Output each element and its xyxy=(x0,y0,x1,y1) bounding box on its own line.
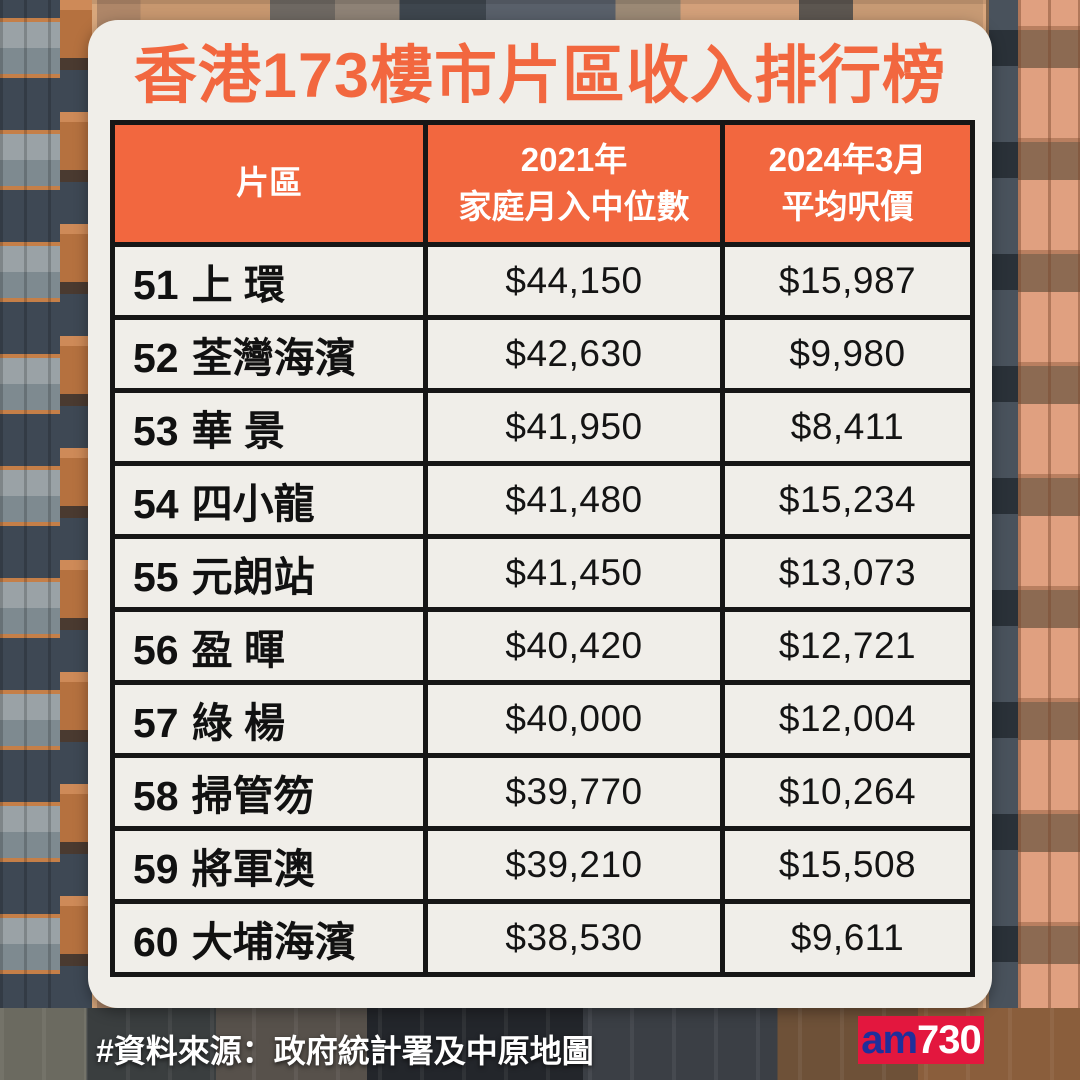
income-cell: $42,630 xyxy=(423,315,725,393)
district-name: 上 環 xyxy=(191,262,286,308)
table-row: 58 掃管笏 $39,770 $10,264 xyxy=(110,753,975,831)
table-row: 53 華 景 $41,950 $8,411 xyxy=(110,388,975,466)
income-cell: $39,770 xyxy=(423,753,725,831)
district-name: 荃灣海濱 xyxy=(191,335,356,381)
am730-logo: am 730 xyxy=(858,1016,984,1064)
district-cell: 55 元朗站 xyxy=(110,534,428,612)
table-row: 56 盈 暉 $40,420 $12,721 xyxy=(110,607,975,685)
price-cell: $15,234 xyxy=(720,461,975,539)
price-cell: $12,721 xyxy=(720,607,975,685)
table-row: 59 將軍澳 $39,210 $15,508 xyxy=(110,826,975,904)
income-cell: $38,530 xyxy=(423,899,725,977)
header-line: 片區 xyxy=(236,164,302,202)
district-cell: 58 掃管笏 xyxy=(110,753,428,831)
rank-number: 58 xyxy=(133,773,179,819)
building-right xyxy=(1018,0,1080,1080)
table-row: 54 四小龍 $41,480 $15,234 xyxy=(110,461,975,539)
district-name: 盈 暉 xyxy=(191,627,286,673)
district-cell: 56 盈 暉 xyxy=(110,607,428,685)
price-cell: $15,987 xyxy=(720,242,975,320)
income-cell: $41,950 xyxy=(423,388,725,466)
rank-number: 53 xyxy=(133,408,179,454)
building-left-balconies xyxy=(60,0,92,1080)
rank-number: 60 xyxy=(133,919,179,965)
price-cell: $15,508 xyxy=(720,826,975,904)
infographic-card: 香港173樓市片區收入排行榜 片區 2021年 家庭月入中位數 2024年3月 … xyxy=(88,20,992,1008)
col-header-income: 2021年 家庭月入中位數 xyxy=(423,120,725,247)
table-row: 51 上 環 $44,150 $15,987 xyxy=(110,242,975,320)
district-cell: 53 華 景 xyxy=(110,388,428,466)
price-cell: $12,004 xyxy=(720,680,975,758)
district-name: 將軍澳 xyxy=(191,846,315,892)
district-name: 大埔海濱 xyxy=(191,919,356,965)
table-row: 57 綠 楊 $40,000 $12,004 xyxy=(110,680,975,758)
rank-number: 59 xyxy=(133,846,179,892)
rank-number: 52 xyxy=(133,335,179,381)
header-line: 2021年 xyxy=(520,141,628,179)
income-cell: $41,450 xyxy=(423,534,725,612)
price-cell: $13,073 xyxy=(720,534,975,612)
table-row: 60 大埔海濱 $38,530 $9,611 xyxy=(110,899,975,977)
price-cell: $9,611 xyxy=(720,899,975,977)
table-row: 52 荃灣海濱 $42,630 $9,980 xyxy=(110,315,975,393)
header-line: 2024年3月 xyxy=(768,141,927,179)
rank-number: 54 xyxy=(133,481,179,527)
rank-number: 51 xyxy=(133,262,179,308)
page-title: 香港173樓市片區收入排行榜 xyxy=(133,40,947,111)
price-cell: $10,264 xyxy=(720,753,975,831)
district-cell: 57 綠 楊 xyxy=(110,680,428,758)
price-cell: $9,980 xyxy=(720,315,975,393)
ranking-table: 片區 2021年 家庭月入中位數 2024年3月 平均呎價 51 上 環 $44,… xyxy=(110,120,975,977)
district-cell: 54 四小龍 xyxy=(110,461,428,539)
district-cell: 51 上 環 xyxy=(110,242,428,320)
district-name: 四小龍 xyxy=(191,481,315,527)
col-header-price: 2024年3月 平均呎價 xyxy=(720,120,975,247)
header-row: 片區 2021年 家庭月入中位數 2024年3月 平均呎價 xyxy=(110,120,975,247)
rank-number: 57 xyxy=(133,700,179,746)
header-line: 家庭月入中位數 xyxy=(458,187,690,225)
income-cell: $44,150 xyxy=(423,242,725,320)
logo-text-am: am xyxy=(861,1018,918,1062)
district-name: 元朗站 xyxy=(191,554,315,600)
district-cell: 60 大埔海濱 xyxy=(110,899,428,977)
income-cell: $40,420 xyxy=(423,607,725,685)
district-cell: 59 將軍澳 xyxy=(110,826,428,904)
income-cell: $41,480 xyxy=(423,461,725,539)
data-source-note: #資料來源：政府統計署及中原地圖 xyxy=(96,1033,594,1069)
price-cell: $8,411 xyxy=(720,388,975,466)
district-name: 華 景 xyxy=(191,408,286,454)
table-row: 55 元朗站 $41,450 $13,073 xyxy=(110,534,975,612)
income-cell: $40,000 xyxy=(423,680,725,758)
rank-number: 55 xyxy=(133,554,179,600)
district-name: 掃管笏 xyxy=(191,773,315,819)
district-name: 綠 楊 xyxy=(191,700,286,746)
income-cell: $39,210 xyxy=(423,826,725,904)
logo-text-730: 730 xyxy=(917,1018,982,1062)
district-cell: 52 荃灣海濱 xyxy=(110,315,428,393)
col-header-district: 片區 xyxy=(110,120,428,247)
rank-number: 56 xyxy=(133,627,179,673)
header-line: 平均呎價 xyxy=(781,187,914,225)
